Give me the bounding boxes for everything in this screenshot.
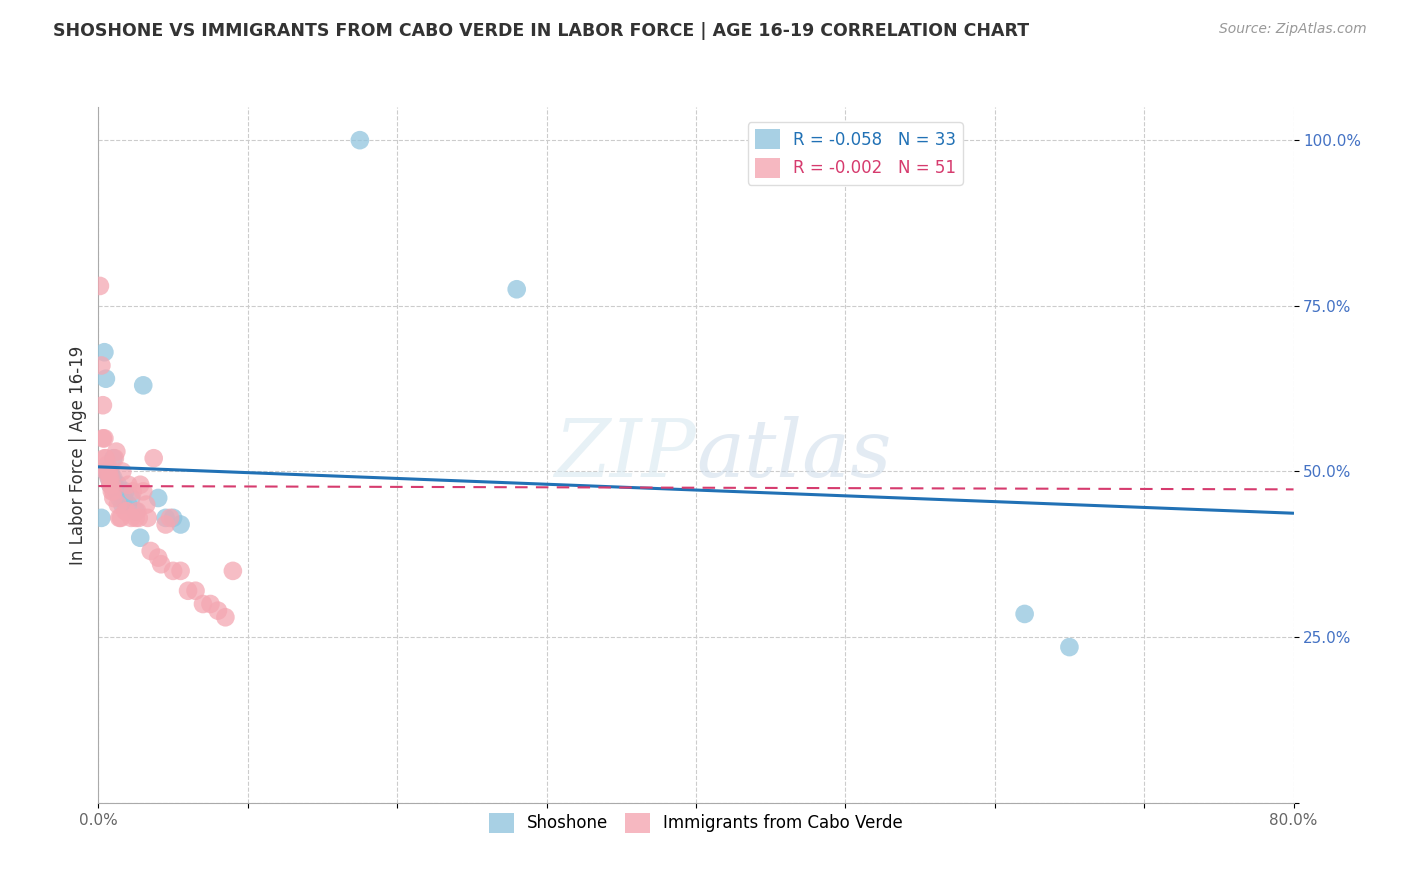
Point [120,491,142,505]
Point [128,511,150,525]
Point [104,451,127,466]
Point [222,564,245,578]
Point [127,504,149,518]
Point [90,359,112,373]
Point [97,471,120,485]
Point [184,583,207,598]
Point [110,511,132,525]
Point [142,451,165,466]
Point [506,282,529,296]
Text: Source: ZipAtlas.com: Source: ZipAtlas.com [1219,22,1367,37]
Point [94,465,117,479]
Point [91,398,114,412]
Point [162,564,184,578]
Point [191,597,214,611]
Point [115,504,138,518]
Text: atlas: atlas [696,417,891,493]
Point [169,517,191,532]
Point [96,458,118,472]
Point [98,477,122,491]
Point [125,504,148,518]
Point [117,498,139,512]
Point [110,484,132,499]
Point [121,484,143,499]
Point [105,444,128,458]
Point [98,477,122,491]
Point [104,477,127,491]
Legend: Shoshone, Immigrants from Cabo Verde: Shoshone, Immigrants from Cabo Verde [482,806,910,839]
Point [120,511,142,525]
Y-axis label: In Labor Force | Age 16-19: In Labor Force | Age 16-19 [69,345,87,565]
Point [103,451,125,466]
Point [150,558,173,572]
Point [101,477,124,491]
Point [155,511,177,525]
Point [111,465,134,479]
Point [349,133,371,147]
Point [117,477,139,491]
Point [97,471,120,485]
Point [94,465,117,479]
Point [101,484,124,499]
Point [108,491,131,505]
Point [94,372,117,386]
Point [93,431,115,445]
Point [103,484,125,499]
Point [107,498,129,512]
Point [129,531,152,545]
Point [108,511,131,525]
Point [91,431,114,445]
Point [135,498,157,512]
Point [129,477,152,491]
Point [125,511,148,525]
Point [93,451,115,466]
Point [132,484,155,499]
Point [1059,640,1081,654]
Point [207,604,229,618]
Point [162,511,184,525]
Point [112,491,135,505]
Point [111,498,134,512]
Point [93,345,115,359]
Point [94,451,117,466]
Point [139,544,162,558]
Point [97,465,120,479]
Point [96,465,118,479]
Text: SHOSHONE VS IMMIGRANTS FROM CABO VERDE IN LABOR FORCE | AGE 16-19 CORRELATION CH: SHOSHONE VS IMMIGRANTS FROM CABO VERDE I… [53,22,1029,40]
Text: ZIP: ZIP [554,417,696,493]
Point [132,378,155,392]
Point [136,511,159,525]
Point [103,471,125,485]
Point [159,511,181,525]
Point [114,504,136,518]
Point [97,465,120,479]
Point [89,279,111,293]
Point [103,491,125,505]
Point [1014,607,1036,621]
Point [148,550,170,565]
Point [114,484,136,499]
Point [101,471,124,485]
Point [169,564,191,578]
Point [214,610,236,624]
Point [98,471,122,485]
Point [155,517,177,532]
Point [177,583,200,598]
Point [107,477,129,491]
Point [98,465,122,479]
Point [90,511,112,525]
Point [148,491,170,505]
Point [105,484,128,499]
Point [96,465,118,479]
Point [200,597,222,611]
